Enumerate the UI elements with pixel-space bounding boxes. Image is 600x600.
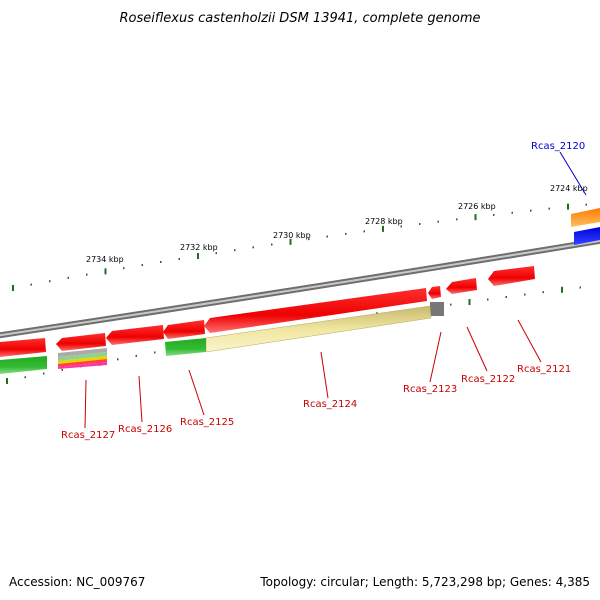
major-tick (567, 203, 569, 210)
minor-tick (585, 203, 587, 206)
major-tick (12, 285, 14, 291)
label-leader-lines (84, 151, 587, 429)
major-tick (6, 378, 8, 384)
major-tick (382, 225, 384, 232)
gene-label-rcas-2127[interactable]: Rcas_2127 (61, 430, 115, 441)
gene-feature-rcas-2125[interactable] (163, 320, 206, 356)
minor-tick (524, 293, 526, 296)
gene-feature-rcas-2120[interactable] (571, 208, 600, 245)
major-tick (289, 238, 292, 245)
minor-tick (215, 252, 217, 255)
gene-feature-rcas-2122[interactable] (446, 278, 477, 294)
minor-tick (326, 235, 328, 238)
minor-tick (363, 230, 365, 233)
minor-tick (530, 209, 532, 212)
minor-tick (252, 246, 254, 249)
minor-tick (117, 358, 119, 361)
minor-tick (345, 232, 347, 235)
gene-label-rcas-2125[interactable]: Rcas_2125 (180, 417, 234, 428)
minor-tick (437, 220, 439, 223)
genome-backbone (0, 237, 600, 339)
minor-tick (178, 257, 180, 260)
major-tick (468, 299, 471, 306)
scale-label-2728: 2728 kbp (365, 217, 403, 226)
minor-tick (123, 267, 125, 270)
scale-label-2726: 2726 kbp (458, 202, 496, 211)
minor-tick (49, 280, 51, 283)
scale-label-2732: 2732 kbp (180, 243, 218, 252)
minor-tick (487, 298, 489, 301)
minor-tick (400, 225, 402, 228)
minor-tick (308, 238, 310, 241)
minor-tick (493, 213, 495, 216)
minor-tick (154, 351, 156, 354)
minor-tick (234, 249, 236, 252)
major-tick (104, 268, 107, 275)
accession-text: Accession: NC_009767 (9, 575, 145, 589)
minor-tick (141, 264, 143, 267)
minor-tick (61, 368, 63, 371)
minor-tick (160, 261, 162, 264)
scale-label-2724: 2724 kbp (550, 184, 588, 193)
gene-label-rcas-2120[interactable]: Rcas_2120 (531, 141, 585, 152)
major-tick (561, 286, 563, 293)
gene-label-rcas-2121[interactable]: Rcas_2121 (517, 364, 571, 375)
minor-tick (419, 223, 421, 226)
minor-tick (511, 211, 513, 214)
major-tick (197, 252, 199, 259)
minor-tick (67, 276, 69, 279)
gene-label-rcas-2123[interactable]: Rcas_2123 (403, 384, 457, 395)
outer-scale-ticks (12, 203, 587, 291)
gene-feature-rcas-2126[interactable] (106, 325, 164, 345)
minor-tick (579, 286, 581, 289)
gene-feature-rcas-2127[interactable] (56, 333, 107, 369)
genome-summary-text: Topology: circular; Length: 5,723,298 bp… (259, 575, 590, 589)
gene-label-rcas-2126[interactable]: Rcas_2126 (118, 424, 172, 435)
scale-label-2730: 2730 kbp (273, 231, 311, 240)
gene-feature-rcas-2121[interactable] (488, 266, 535, 286)
gene-feature-rcas-2123[interactable] (428, 286, 444, 316)
minor-tick (24, 376, 26, 379)
minor-tick (450, 303, 452, 306)
minor-tick (548, 207, 550, 210)
gene-label-rcas-2122[interactable]: Rcas_2122 (461, 374, 515, 385)
minor-tick (505, 296, 507, 299)
minor-tick (43, 372, 45, 375)
gene-feature-left-edge[interactable] (0, 338, 47, 374)
minor-tick (135, 354, 137, 357)
map-title: Roseiflexus castenholzii DSM 13941, comp… (120, 11, 481, 26)
gene-label-rcas-2124[interactable]: Rcas_2124 (303, 399, 357, 410)
major-tick (474, 214, 477, 221)
minor-tick (271, 243, 273, 246)
minor-tick (456, 218, 458, 221)
scale-label-2734: 2734 kbp (86, 255, 124, 264)
minor-tick (542, 291, 544, 294)
minor-tick (30, 283, 32, 286)
minor-tick (86, 273, 88, 276)
